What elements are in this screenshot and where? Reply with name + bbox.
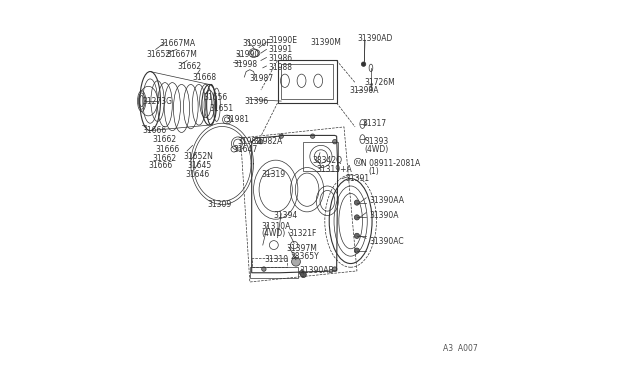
Text: (4WD): (4WD) [364,145,388,154]
Text: 31394: 31394 [274,211,298,220]
Text: 31986: 31986 [268,54,292,63]
Ellipse shape [355,233,360,238]
Ellipse shape [362,62,366,66]
Text: 31982A: 31982A [253,137,283,146]
Text: 31319: 31319 [261,170,285,179]
Text: 31651: 31651 [209,104,234,113]
Text: 31666: 31666 [143,126,167,135]
Ellipse shape [259,140,263,144]
Text: 31666: 31666 [148,161,173,170]
Text: 31390AD: 31390AD [357,34,392,43]
Text: 31646: 31646 [185,170,209,179]
Text: 31981: 31981 [226,115,250,124]
Text: 31273G: 31273G [143,97,173,106]
Text: 31666: 31666 [156,145,180,154]
Text: 31998: 31998 [233,60,257,69]
Bar [278,61,337,103]
Text: 31310: 31310 [264,255,289,264]
Ellipse shape [300,272,307,278]
Text: 31396: 31396 [244,97,269,106]
Text: (4WD): (4WD) [261,230,285,238]
Text: 31726M: 31726M [364,78,395,87]
Text: 31656: 31656 [204,93,228,102]
Text: 31319+A: 31319+A [316,165,352,174]
Text: 31668: 31668 [193,73,217,81]
Bar [303,142,339,171]
Text: 31987: 31987 [250,74,274,83]
Text: N 08911-2081A: N 08911-2081A [360,159,420,169]
Text: 31390AC: 31390AC [370,237,404,246]
Text: 31990E: 31990E [268,36,298,45]
Text: 31662: 31662 [178,61,202,71]
Text: 31662: 31662 [152,135,176,144]
Text: 31310A: 31310A [261,222,291,231]
Text: N: N [356,160,360,164]
Text: 31390M: 31390M [311,38,342,46]
Text: 31390AA: 31390AA [370,196,405,205]
Text: 31390A: 31390A [349,86,379,94]
Text: 31667M: 31667M [167,51,198,60]
Text: 31397M: 31397M [287,244,317,253]
Text: 28365Y: 28365Y [291,251,319,261]
Text: (1): (1) [368,167,379,176]
Text: A3  A007: A3 A007 [443,344,477,353]
Text: 38342Q: 38342Q [312,155,342,165]
Text: 31990F: 31990F [243,39,271,48]
Ellipse shape [310,134,315,138]
Ellipse shape [300,270,304,275]
Ellipse shape [333,267,337,271]
Text: 31652: 31652 [147,51,171,60]
Text: 31391: 31391 [346,174,370,183]
Ellipse shape [279,134,284,138]
Text: 31652N: 31652N [184,152,213,161]
Text: 31991: 31991 [268,45,292,54]
Text: 31321F: 31321F [289,230,317,238]
Text: 31390A: 31390A [370,211,399,220]
Text: 31309: 31309 [207,200,232,209]
Text: 31647: 31647 [233,145,257,154]
Ellipse shape [355,215,360,220]
Ellipse shape [292,257,300,266]
Text: 31990: 31990 [235,51,259,60]
Ellipse shape [262,267,266,271]
Bar [281,64,333,99]
Text: 31645: 31645 [187,161,211,170]
Text: 31390AB: 31390AB [300,266,334,275]
Text: 31317: 31317 [362,119,387,128]
Bar [252,258,287,267]
Text: 31393: 31393 [364,137,388,146]
Text: 31982: 31982 [237,137,261,146]
Ellipse shape [333,140,337,144]
Text: 31662: 31662 [152,154,176,163]
Ellipse shape [355,200,360,205]
Ellipse shape [355,248,360,253]
Text: 31988: 31988 [268,63,292,72]
Text: 31667MA: 31667MA [159,39,195,48]
Bar [250,267,298,278]
